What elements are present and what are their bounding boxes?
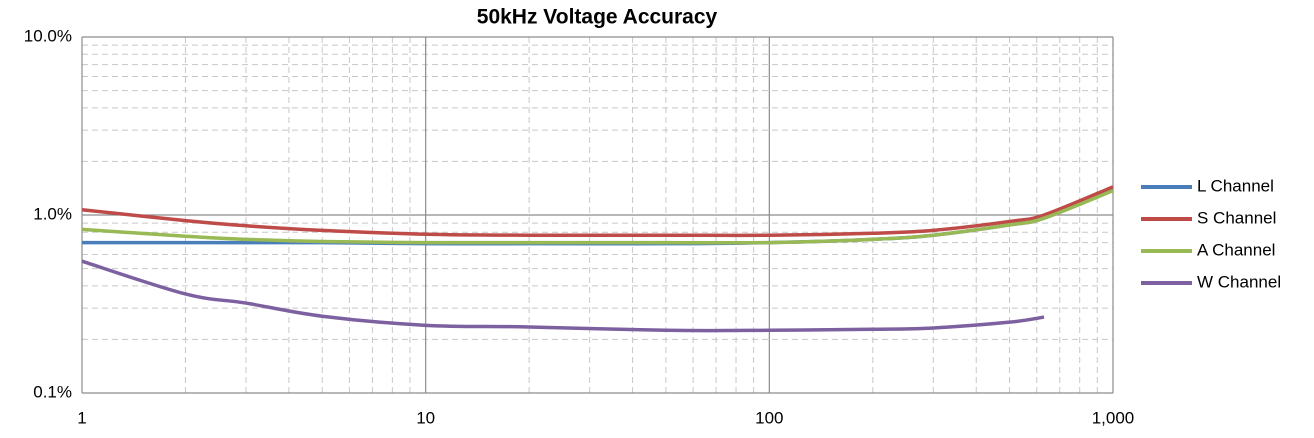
series-line <box>81 189 1114 245</box>
x-tick-label: 1 <box>77 408 86 427</box>
chart-title: 50kHz Voltage Accuracy <box>477 6 718 29</box>
legend-label: S Channel <box>1197 208 1276 227</box>
legend-label: A Channel <box>1197 240 1275 259</box>
series-line <box>81 185 1114 238</box>
legend-label: L Channel <box>1197 176 1274 195</box>
x-tick-label: 1,000 <box>1092 408 1135 427</box>
legend-label: W Channel <box>1197 272 1281 291</box>
x-tick-label: 100 <box>755 408 783 427</box>
y-tick-label: 0.1% <box>33 382 72 401</box>
y-tick-label: 10.0% <box>24 26 72 45</box>
x-tick-label: 10 <box>416 408 435 427</box>
y-tick-label: 1.0% <box>33 204 72 223</box>
series-line <box>81 259 1045 333</box>
